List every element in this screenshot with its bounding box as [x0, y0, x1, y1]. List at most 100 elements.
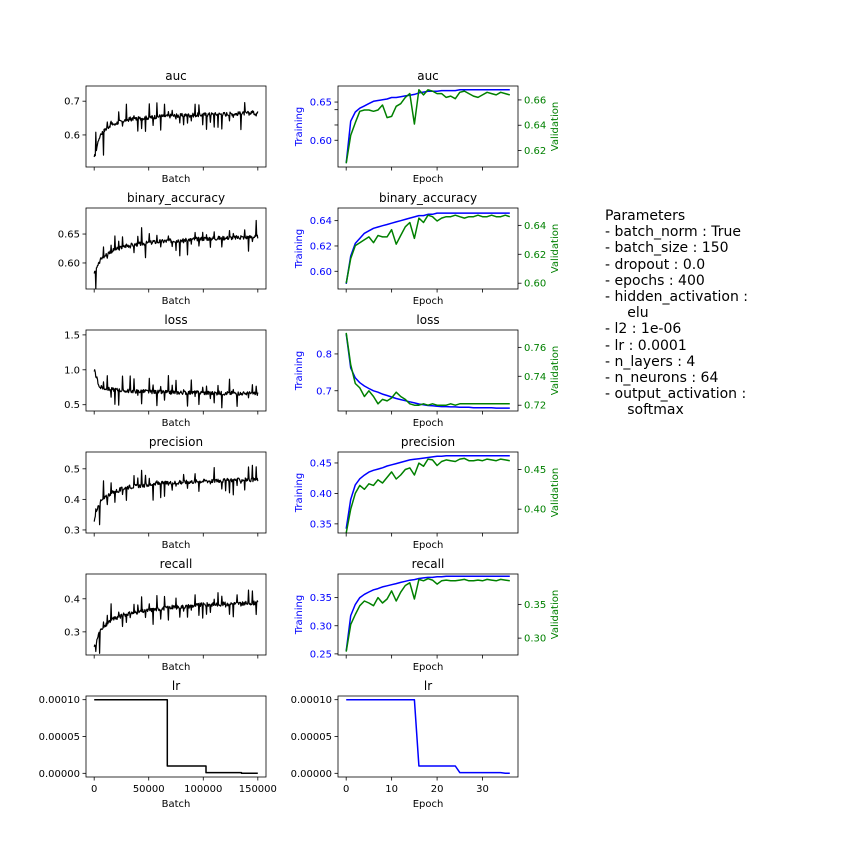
y2-tick-label: 0.40	[524, 505, 546, 516]
y-tick-label: 0.40	[310, 489, 332, 500]
param-line: - batch_size : 150	[605, 240, 729, 257]
param-line: - output_activation :	[605, 386, 747, 403]
param-line: - hidden_activation :	[605, 289, 749, 306]
y-tick-label: 0.4	[64, 495, 80, 506]
x-axis-label: Batch	[162, 174, 191, 185]
y-tick-label: 0.00000	[39, 769, 80, 780]
plot-frame	[85, 329, 267, 412]
validation-axis-label: Validation	[550, 468, 561, 517]
plot-frame	[337, 573, 519, 656]
validation-axis-label: Validation	[550, 590, 561, 639]
plot-frame	[85, 573, 267, 656]
training-axis-label: Training	[294, 107, 305, 147]
subplot-title: auc	[417, 69, 439, 83]
x-axis-label: Epoch	[413, 418, 444, 429]
subplot-precision-batch: precision 0.3 0.4 0.5 Batch	[64, 435, 267, 551]
y-tick-label: 0.65	[58, 230, 80, 241]
x-axis-label: Epoch	[413, 799, 444, 810]
validation-series-line	[345, 332, 510, 406]
validation-series-line	[345, 89, 511, 164]
subplot-recall-epoch: recall 0.25 0.30 0.35 0.30 0.35 Training Valida…	[294, 557, 561, 673]
y-tick-label: 0.4	[64, 594, 80, 605]
plot-frame	[85, 695, 267, 778]
batch-series-line	[94, 698, 258, 774]
subplot-title: loss	[416, 313, 439, 327]
plot-frame	[337, 329, 519, 412]
y2-tick-label: 0.72	[524, 401, 546, 412]
subplot-title: precision	[401, 435, 455, 449]
y2-tick-label: 0.60	[524, 279, 546, 290]
plot-data	[345, 212, 511, 285]
subplot-recall-batch: recall 0.3 0.4 Batch	[64, 557, 267, 673]
subplot-title: binary_accuracy	[379, 191, 477, 205]
plot-frame	[337, 451, 519, 534]
validation-axis-label: Validation	[550, 102, 561, 151]
y2-tick-label: 0.66	[524, 95, 546, 106]
subplot-auc-batch: auc 0.6 0.7 Batch	[64, 69, 267, 185]
plot-frame	[85, 85, 267, 168]
plot-frame	[337, 85, 519, 168]
y-tick-label: 1.5	[64, 330, 80, 341]
y2-tick-label: 0.62	[524, 250, 546, 261]
y-tick-label: 0.5	[64, 464, 80, 475]
y-tick-label: 0.35	[310, 593, 332, 604]
subplot-title: precision	[149, 435, 203, 449]
plot-data	[93, 219, 259, 289]
y2-tick-label: 0.45	[524, 465, 546, 476]
param-line: - dropout : 0.0	[605, 256, 706, 273]
y-tick-label: 0.8	[316, 349, 332, 360]
y-tick-label: 0.60	[310, 267, 332, 278]
param-line: - batch_norm : True	[605, 224, 741, 241]
parameters-title: Parameters	[605, 208, 686, 224]
y-tick-label: 0.00005	[39, 732, 80, 743]
y2-tick-label: 0.62	[524, 146, 546, 157]
param-line: softmax	[605, 402, 684, 419]
subplot-auc-epoch: auc 0.60 0.65 0.62 0.64 0.66 Training Validatio…	[294, 69, 561, 185]
subplot-binary_accuracy-batch: binary_accuracy 0.60 0.65 Batch	[58, 191, 267, 307]
x-tick-label: 0	[91, 784, 97, 795]
plot-frame	[337, 695, 519, 778]
y-tick-label: 0.5	[64, 400, 80, 411]
training-series-line	[345, 454, 510, 529]
x-tick-label: 50000	[133, 784, 165, 795]
y-tick-label: 0.00010	[291, 695, 332, 706]
x-axis-label: Epoch	[413, 174, 444, 185]
parameters-panel: Parameters - batch_norm : True - batch_s…	[605, 208, 748, 419]
x-tick-label: 10	[385, 784, 398, 795]
x-axis-label: Batch	[162, 296, 191, 307]
training-series-line	[345, 212, 510, 285]
subplot-title: binary_accuracy	[127, 191, 225, 205]
y-tick-label: 0.30	[310, 621, 332, 632]
subplot-title: lr	[172, 679, 180, 693]
training-axis-label: Training	[294, 351, 305, 391]
x-axis-label: Batch	[162, 418, 191, 429]
y2-tick-label: 0.64	[524, 121, 546, 132]
y-tick-label: 0.62	[310, 241, 332, 252]
plot-data	[345, 332, 510, 409]
y2-tick-label: 0.74	[524, 372, 546, 383]
subplot-title: recall	[412, 557, 445, 571]
x-tick-label: 100000	[184, 784, 222, 795]
subplot-title: recall	[160, 557, 193, 571]
training-series-line	[345, 89, 510, 164]
y-tick-label: 0.6	[64, 130, 80, 141]
plot-frame	[337, 207, 519, 290]
x-tick-label: 0	[343, 784, 349, 795]
y-tick-label: 0.64	[310, 216, 332, 227]
subplot-binary_accuracy-epoch: binary_accuracy 0.60 0.62 0.64 0.60 0.62 0.64 T…	[294, 191, 561, 307]
subplot-lr-epoch: lr 0.00000 0.00005 0.00010 0 10 20 30 Epoch	[291, 679, 519, 810]
plot-data	[345, 454, 510, 533]
x-tick-label: 20	[431, 784, 444, 795]
subplot-title: auc	[165, 69, 187, 83]
y-tick-label: 0.7	[316, 386, 332, 397]
y-tick-label: 0.35	[310, 519, 332, 530]
subplot-loss-epoch: loss 0.7 0.8 0.72 0.74 0.76 Training Validation…	[294, 313, 561, 429]
param-line: elu	[605, 305, 649, 322]
plot-data	[94, 698, 258, 774]
subplot-title: lr	[424, 679, 432, 693]
y-tick-label: 0.60	[310, 136, 332, 147]
training-axis-label: Training	[294, 473, 305, 513]
y2-tick-label: 0.64	[524, 221, 546, 232]
y2-tick-label: 0.76	[524, 343, 546, 354]
y-tick-label: 0.25	[310, 649, 332, 660]
